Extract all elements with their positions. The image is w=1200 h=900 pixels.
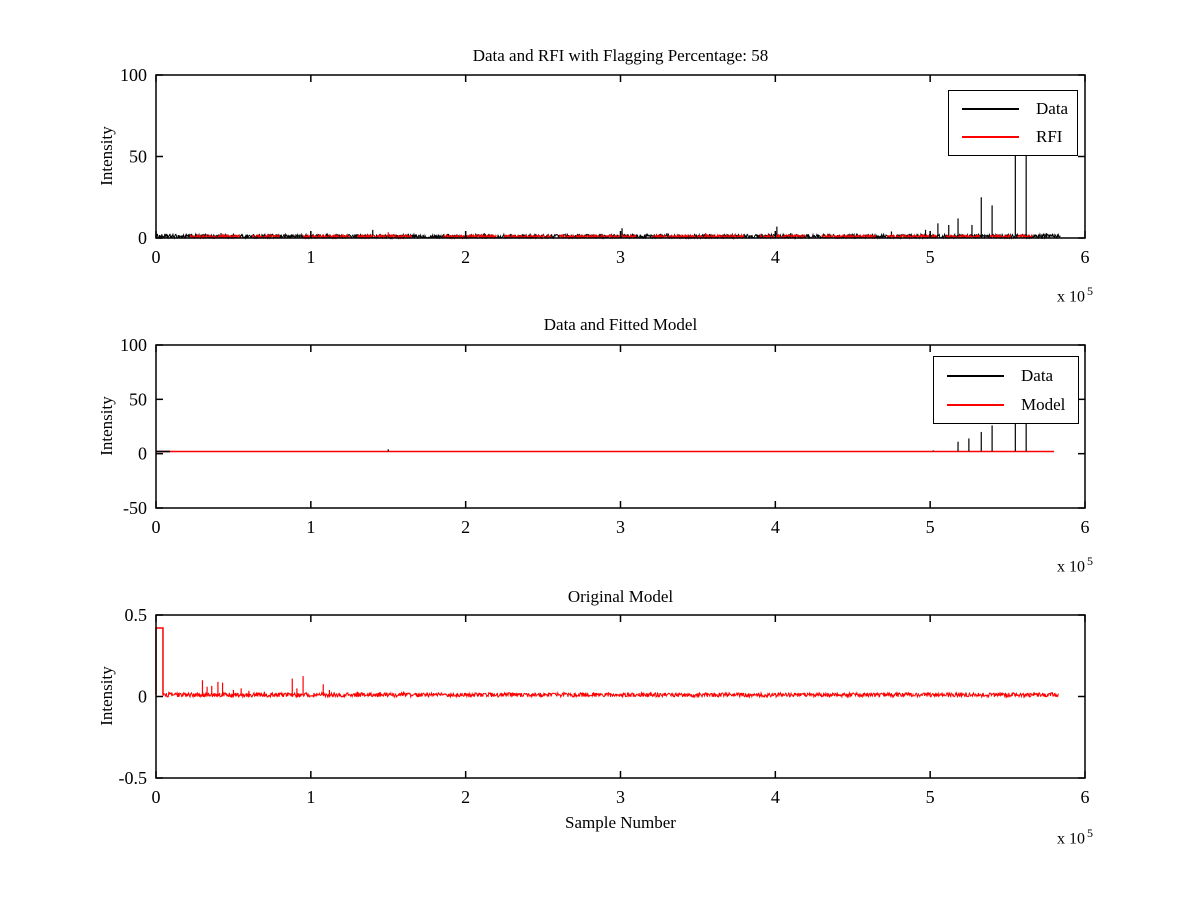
- svg-text:5: 5: [926, 247, 935, 267]
- rfi-line-sample: [962, 136, 1019, 138]
- svg-text:0: 0: [152, 247, 161, 267]
- legend-entry-model: Model: [947, 395, 1078, 415]
- panel3-xlabel: Sample Number: [565, 813, 676, 832]
- model-line-sample: [947, 403, 1004, 406]
- svg-text:3: 3: [616, 517, 625, 537]
- panel3-x-exponent: x 10 5: [1057, 826, 1093, 848]
- svg-text:0: 0: [152, 787, 161, 807]
- svg-text:3: 3: [616, 787, 625, 807]
- panel2-title: Data and Fitted Model: [543, 315, 698, 334]
- svg-text:50: 50: [129, 147, 147, 167]
- panel3-title: Original Model: [567, 587, 674, 606]
- svg-text:3: 3: [616, 247, 625, 267]
- panel1-title: Data and RFI with Flagging Percentage: 5…: [472, 46, 769, 65]
- svg-text:4: 4: [771, 247, 780, 267]
- panel1-legend: Data RFI: [948, 90, 1078, 156]
- data-line-sample: [947, 374, 1004, 377]
- legend-label-model: Model: [1021, 394, 1066, 414]
- svg-text:0: 0: [138, 228, 147, 248]
- svg-text:6: 6: [1081, 247, 1090, 267]
- svg-text:0.5: 0.5: [125, 605, 148, 625]
- svg-text:0: 0: [152, 517, 161, 537]
- svg-text:6: 6: [1081, 517, 1090, 537]
- panel1-ylabel: Intensity: [97, 126, 116, 186]
- svg-text:6: 6: [1081, 787, 1090, 807]
- legend-entry-data: Data: [947, 366, 1078, 386]
- legend-entry-rfi: RFI: [962, 127, 1077, 147]
- svg-text:100: 100: [120, 335, 147, 355]
- svg-text:1: 1: [306, 787, 315, 807]
- svg-text:1: 1: [306, 517, 315, 537]
- svg-text:2: 2: [461, 517, 470, 537]
- legend-label-rfi: RFI: [1036, 127, 1063, 146]
- svg-text:5: 5: [926, 787, 935, 807]
- data-line-sample: [962, 108, 1019, 110]
- svg-text:1: 1: [306, 247, 315, 267]
- legend-label-data: Data: [1021, 365, 1054, 385]
- svg-text:0: 0: [138, 444, 147, 464]
- legend-entry-data: Data: [962, 99, 1077, 119]
- svg-text:0: 0: [138, 687, 147, 707]
- panel2-x-exponent: x 10 5: [1057, 554, 1093, 576]
- svg-text:4: 4: [771, 517, 780, 537]
- svg-text:100: 100: [120, 65, 147, 85]
- svg-text:-50: -50: [123, 498, 147, 518]
- svg-text:2: 2: [461, 787, 470, 807]
- svg-text:2: 2: [461, 247, 470, 267]
- svg-text:4: 4: [771, 787, 780, 807]
- panel3-ylabel: Intensity: [97, 666, 116, 726]
- panel2-legend: Data Model: [933, 356, 1079, 424]
- svg-text:-0.5: -0.5: [119, 768, 148, 788]
- svg-text:5: 5: [926, 517, 935, 537]
- panel2-ylabel: Intensity: [97, 396, 116, 456]
- legend-label-data: Data: [1036, 99, 1069, 118]
- svg-text:50: 50: [129, 389, 147, 409]
- panel1-x-exponent: x 10 5: [1057, 284, 1093, 306]
